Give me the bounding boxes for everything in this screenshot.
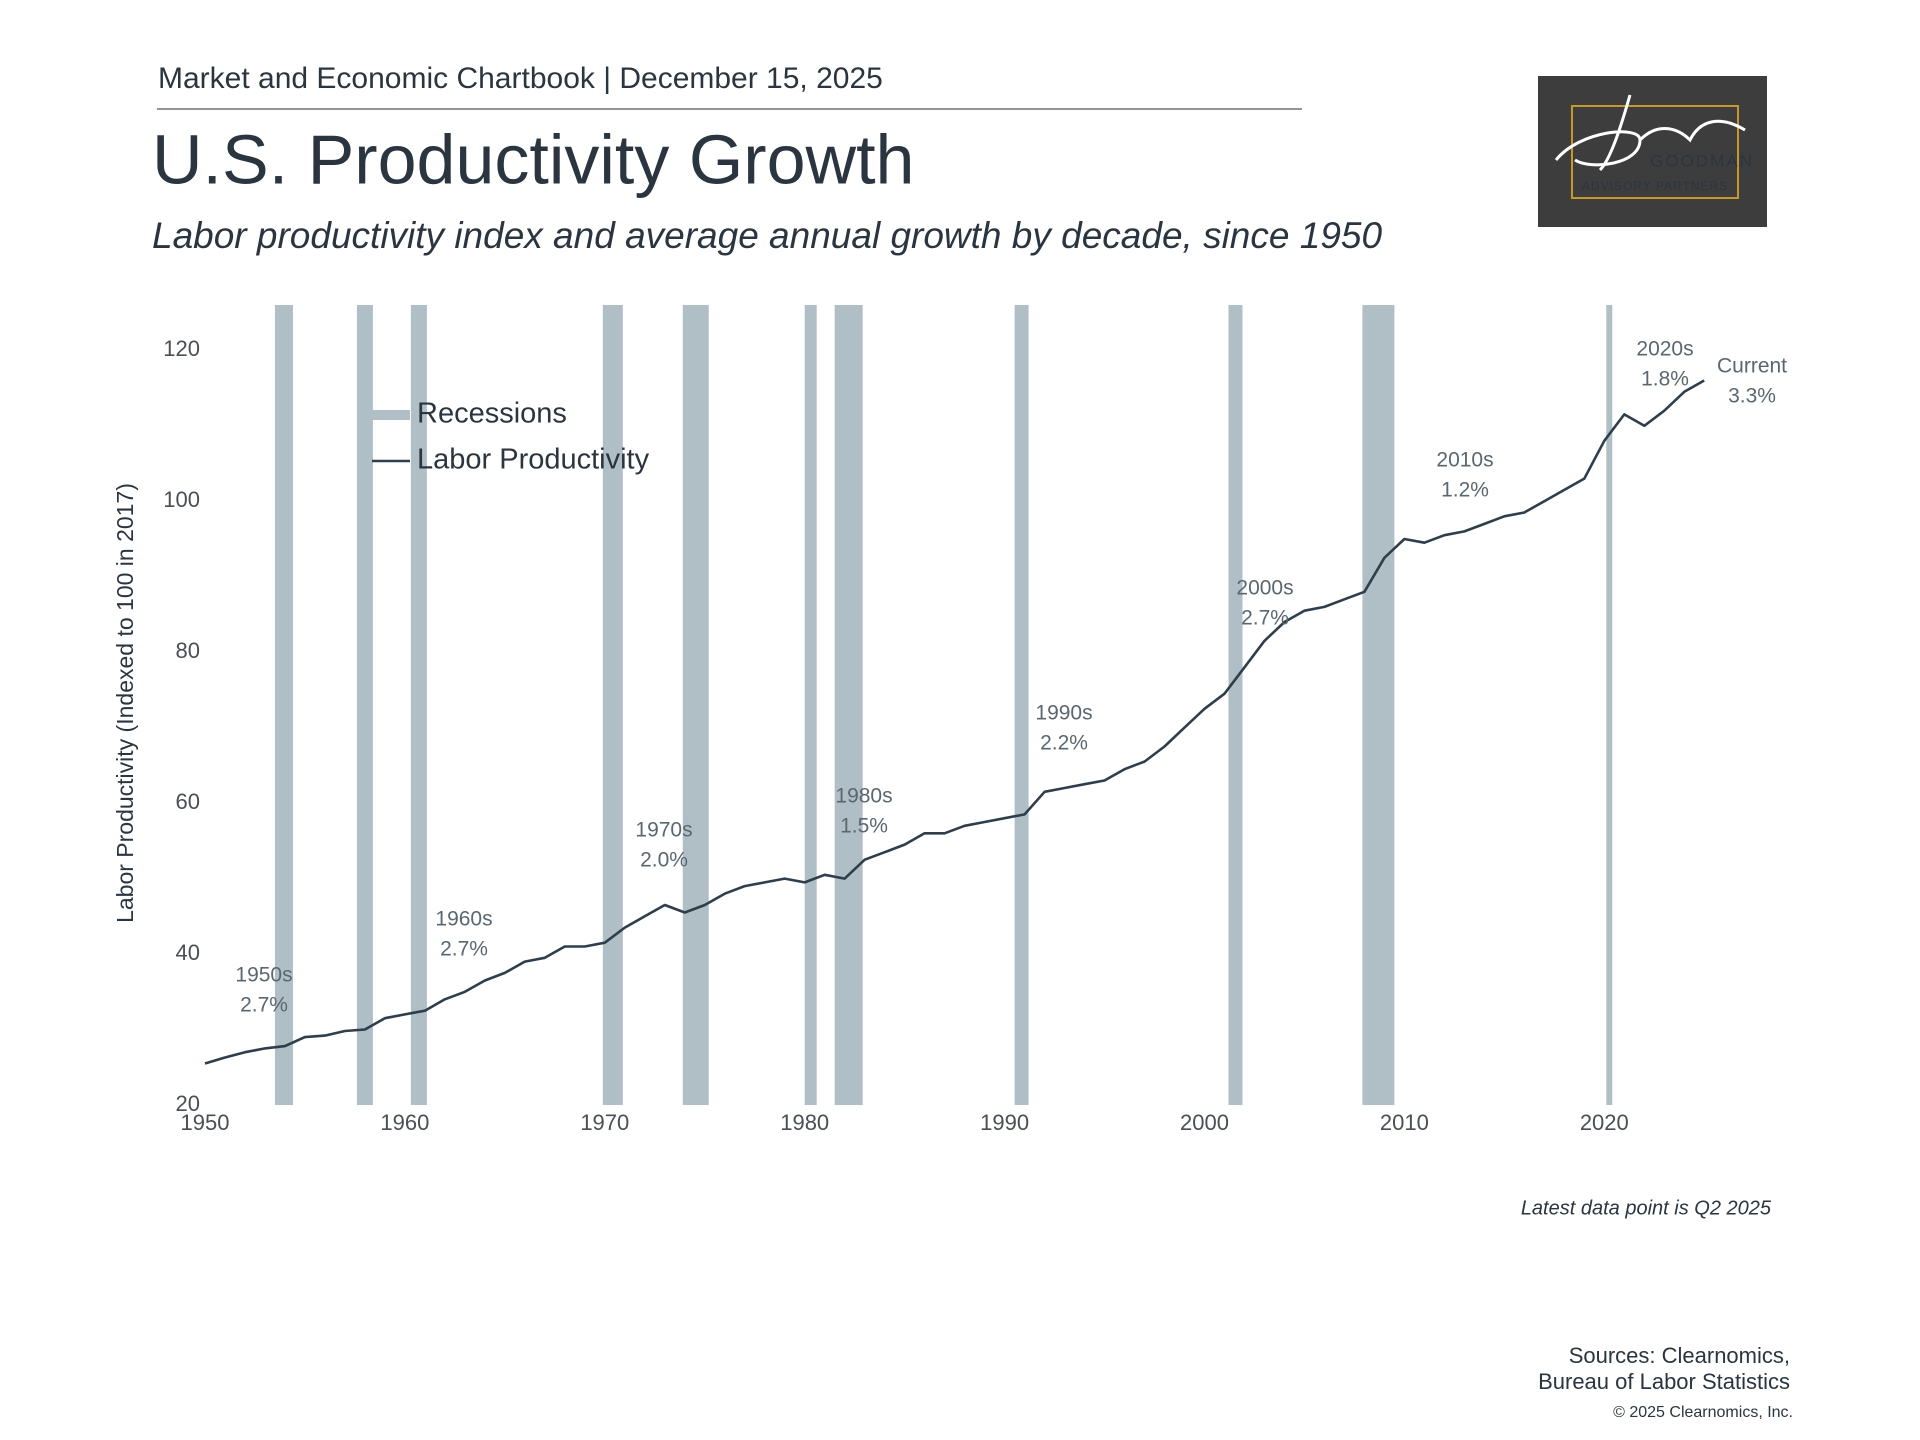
x-tick-label: 1970 xyxy=(580,1110,629,1135)
decade-label: 1960s xyxy=(435,908,492,931)
x-tick-label: 2010 xyxy=(1380,1110,1429,1135)
legend-label: Recessions xyxy=(417,398,567,430)
logo-tagline: ADVISORY PARTNERS xyxy=(1582,179,1728,193)
sources: Sources: Clearnomics, xyxy=(1569,1343,1790,1368)
decade-label: Current xyxy=(1717,355,1787,378)
y-tick-label: 60 xyxy=(176,789,200,814)
decade-label: 2000s xyxy=(1236,577,1293,600)
decade-growth: 2.7% xyxy=(440,938,488,961)
y-tick-label: 100 xyxy=(163,487,200,512)
decade-growth: 2.0% xyxy=(640,849,688,872)
decade-label: 1950s xyxy=(235,964,292,987)
x-tick-label: 1960 xyxy=(380,1110,429,1135)
decade-growth: 1.5% xyxy=(840,815,888,838)
recession-band xyxy=(804,305,817,1105)
decade-label: 1980s xyxy=(835,785,892,808)
y-tick-label: 20 xyxy=(176,1091,200,1116)
copyright: © 2025 Clearnomics, Inc. xyxy=(1613,1404,1793,1421)
decade-label: 2010s xyxy=(1436,449,1493,472)
x-tick-label: 1950 xyxy=(181,1110,230,1135)
recession-band xyxy=(602,305,623,1105)
sources: Bureau of Labor Statistics xyxy=(1538,1369,1790,1394)
recession-band xyxy=(1228,305,1243,1105)
decade-growth: 2.2% xyxy=(1040,732,1088,755)
legend-label: Labor Productivity xyxy=(417,444,650,476)
decade-growth: 1.2% xyxy=(1441,479,1489,502)
x-tick-label: 2000 xyxy=(1180,1110,1229,1135)
logo-box xyxy=(1538,76,1767,227)
recession-band xyxy=(1606,305,1613,1105)
decade-growth: 2.7% xyxy=(240,994,288,1017)
recession-band xyxy=(1362,305,1395,1105)
recession-band xyxy=(356,305,373,1105)
footnote: Latest data point is Q2 2025 xyxy=(1521,1197,1772,1219)
decade-growth: 2.7% xyxy=(1241,607,1289,630)
decade-growth: 1.8% xyxy=(1641,368,1689,391)
y-axis-label: Labor Productivity (Indexed to 100 in 20… xyxy=(112,483,138,923)
decade-label: 1990s xyxy=(1035,702,1092,725)
productivity-line xyxy=(204,379,1705,1065)
recession-band xyxy=(410,305,427,1105)
decade-growth: 3.3% xyxy=(1728,385,1776,408)
x-tick-label: 1990 xyxy=(980,1110,1029,1135)
x-tick-label: 1980 xyxy=(780,1110,829,1135)
y-tick-label: 40 xyxy=(176,940,200,965)
logo-signature xyxy=(1554,94,1746,172)
chart-subtitle: Labor productivity index and average ann… xyxy=(152,215,1382,256)
logo-frame xyxy=(1571,105,1739,199)
decade-label: 2020s xyxy=(1636,338,1693,361)
recession-band xyxy=(274,305,293,1105)
recession-band xyxy=(1014,305,1029,1105)
recession-band xyxy=(834,305,863,1105)
decade-label: 1970s xyxy=(635,819,692,842)
recession-band xyxy=(682,305,709,1105)
y-tick-label: 80 xyxy=(176,638,200,663)
chartbook-header: Market and Economic Chartbook | December… xyxy=(158,62,883,95)
y-tick-label: 120 xyxy=(163,336,200,361)
x-tick-label: 2020 xyxy=(1580,1110,1629,1135)
logo-name: GOODMAN xyxy=(1650,151,1754,170)
chart-title: U.S. Productivity Growth xyxy=(152,120,914,198)
logo: GOODMAN ADVISORY PARTNERS xyxy=(1538,76,1767,227)
